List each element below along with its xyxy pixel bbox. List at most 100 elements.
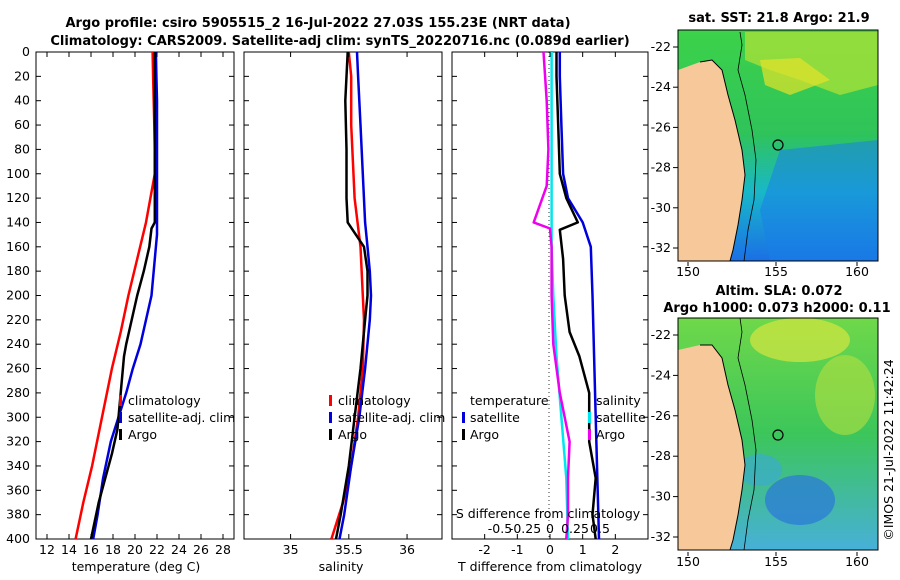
sla-frame — [677, 317, 879, 551]
sla-map-title-line1: Altim. SLA: 0.072 — [716, 284, 843, 299]
map-lat-tick-label: -24 — [651, 79, 671, 94]
legend-label-t-satellite: satellite — [470, 410, 520, 425]
sla-float-marker — [772, 429, 784, 441]
difference-series — [532, 52, 601, 539]
x-tick-label: 1 — [579, 542, 587, 557]
map-lat-tick-label: -30 — [651, 200, 671, 215]
x-tick-label: 16 — [83, 542, 99, 557]
y-tick-label: 220 — [6, 312, 30, 327]
x-tick-label: 2 — [611, 542, 619, 557]
y-tick-label: 300 — [6, 409, 30, 424]
legend-label-climatology: climatology — [128, 393, 201, 408]
x-tick-label: 22 — [149, 542, 165, 557]
map-lon-tick-label: 160 — [845, 264, 869, 279]
legend-header-temperature: temperature — [470, 393, 549, 408]
sla-low-patch-2 — [738, 454, 782, 486]
salinity-xticks: 35 35.5 36 — [244, 51, 442, 557]
y-tick-label: 60 — [14, 117, 30, 132]
map-lon-tick-label: 150 — [676, 554, 700, 569]
temperature-series — [74, 52, 159, 539]
series-line-temperature-argo — [555, 52, 597, 539]
legend-label-t-argo: Argo — [470, 427, 499, 442]
x-tick-label: 26 — [193, 542, 209, 557]
legend-label-argo: Argo — [128, 427, 157, 442]
map-lat-tick-label: -26 — [651, 408, 671, 423]
sst-lon-ticks: 150 155 160 — [676, 262, 869, 279]
x-tick-label: 35 — [283, 542, 299, 557]
map-lon-tick-label: 150 — [676, 264, 700, 279]
map-lat-tick-label: -32 — [651, 240, 671, 255]
salinity-series — [330, 52, 373, 539]
map-lon-tick-label: 160 — [845, 554, 869, 569]
legend-label-climatology: climatology — [338, 393, 411, 408]
y-tick-label: 0 — [22, 44, 30, 59]
s-difference-axis-label: S difference from climatology — [456, 506, 641, 521]
x-tick-label: 24 — [171, 542, 187, 557]
map-lat-tick-label: -22 — [651, 327, 671, 342]
x-tick-label: 0 — [546, 542, 554, 557]
x-tick-label: 20 — [127, 542, 143, 557]
sla-map — [677, 317, 879, 551]
salinity-legend: climatology satellite-adj. clim Argo — [329, 393, 445, 442]
difference-xticks: -2 -1 0 1 2 — [452, 51, 648, 557]
temperature-panel — [35, 51, 235, 540]
x-tick-label: 0 — [546, 521, 554, 536]
temperature-xticks: 12 14 16 18 20 22 24 26 28 — [36, 51, 234, 557]
legend-swatch-argo — [119, 429, 122, 440]
sst-map-title: sat. SST: 21.8 Argo: 21.9 — [688, 11, 869, 26]
x-tick-label: 36 — [399, 542, 415, 557]
legend-swatch-satellite — [119, 412, 122, 423]
map-lat-tick-label: -22 — [651, 39, 671, 54]
y-tick-label: 120 — [6, 190, 30, 205]
sla-coastline — [700, 344, 746, 551]
difference-panel — [451, 51, 649, 540]
sst-cool-patch — [760, 140, 878, 261]
y-tick-label: 40 — [14, 93, 30, 108]
y-tick-label: 200 — [6, 288, 30, 303]
x-tick-label: 35.5 — [335, 542, 363, 557]
map-lat-tick-label: -28 — [651, 160, 671, 175]
legend-swatch-t-argo — [462, 429, 465, 440]
series-line-climatology — [74, 52, 157, 539]
sst-isobath — [737, 31, 757, 262]
sst-warm-patch — [745, 32, 878, 95]
y-tick-label: 80 — [14, 141, 30, 156]
sla-lat-ticks: -22 -24 -26 -28 -30 -32 — [651, 327, 678, 544]
legend-swatch-s-satellite — [588, 412, 591, 423]
map-lat-tick-label: -28 — [651, 448, 671, 463]
temperature-axis-label: temperature (deg C) — [72, 559, 201, 574]
x-tick-label: 28 — [215, 542, 231, 557]
temperature-legend: climatology satellite-adj. clim Argo — [119, 393, 235, 442]
legend-label-argo: Argo — [338, 427, 367, 442]
map-lat-tick-label: -24 — [651, 367, 671, 382]
sla-land — [678, 345, 745, 550]
legend-swatch-s-argo — [588, 429, 591, 440]
t-difference-axis-label: T difference from climatology — [457, 559, 643, 574]
series-line-salinity-argo — [532, 52, 571, 539]
map-lat-tick-label: -32 — [651, 529, 671, 544]
legend-label-s-argo: Argo — [596, 427, 625, 442]
legend-label-satellite: satellite-adj. clim — [338, 410, 445, 425]
legend-swatch-argo — [329, 429, 332, 440]
series-line-temperature-satellite — [558, 52, 601, 539]
sla-map-title-line2: Argo h1000: 0.073 h2000: 0.11 — [663, 301, 890, 316]
y-tick-label: 400 — [6, 531, 30, 546]
legend-header-salinity: salinity — [596, 393, 641, 408]
sst-map — [677, 29, 879, 262]
series-line-satellite-adj-clim — [338, 52, 373, 539]
figure-title-line2: Climatology: CARS2009. Satellite-adj cli… — [50, 34, 629, 49]
sla-isobath — [737, 317, 757, 551]
salinity-panel — [243, 51, 443, 540]
legend-swatch-satellite — [329, 412, 332, 423]
sst-lat-ticks: -22 -24 -26 -28 -30 -32 — [651, 39, 678, 255]
y-tick-label: 140 — [6, 214, 30, 229]
series-line-satellite-adj-clim — [91, 52, 159, 539]
x-tick-label: 18 — [105, 542, 121, 557]
y-tick-label: 340 — [6, 458, 30, 473]
x-tick-label: -0.25 — [509, 521, 541, 536]
legend-swatch-climatology — [329, 395, 332, 406]
sla-high-patch — [750, 318, 850, 362]
sst-coastline — [699, 59, 746, 262]
sla-lon-ticks: 150 155 160 — [676, 552, 869, 569]
salinity-axis-label: salinity — [319, 559, 364, 574]
